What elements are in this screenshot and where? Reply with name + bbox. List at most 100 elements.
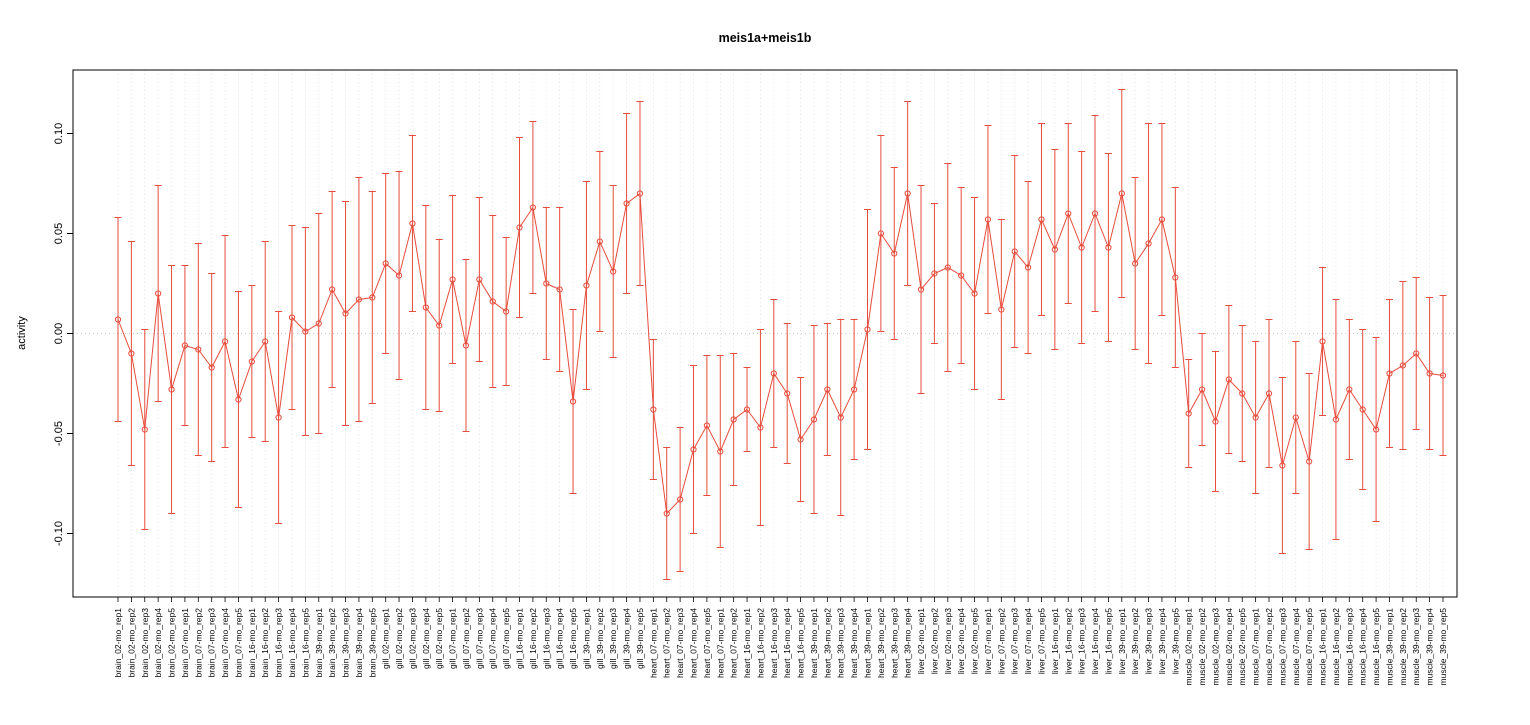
x-tick-label: brain_07-mo_rep3 — [207, 608, 217, 678]
data-point — [382, 260, 389, 267]
x-tick-label: gill_07-mo_rep5 — [501, 608, 511, 669]
x-tick-label: liver_39-mo_rep1 — [1117, 608, 1127, 674]
data-point — [1158, 216, 1166, 223]
y-tick-label: 0.00 — [53, 323, 65, 344]
data-point — [489, 298, 496, 305]
data-point — [556, 286, 563, 293]
data-point — [262, 338, 269, 345]
x-tick-label: gill_16-mo_rep5 — [568, 608, 578, 669]
x-tick-label: liver_39-mo_rep2 — [1130, 608, 1140, 674]
data-point — [1011, 248, 1018, 255]
x-tick-label: liver_07-mo_rep2 — [996, 608, 1006, 674]
data-point — [114, 316, 122, 323]
data-point — [998, 306, 1005, 313]
data-point — [436, 322, 443, 329]
data-point — [904, 190, 911, 197]
data-point — [877, 230, 884, 237]
x-tick-label: brain_07-mo_rep2 — [193, 608, 203, 678]
data-point — [422, 304, 429, 311]
data-point — [1292, 414, 1299, 421]
data-point — [1439, 372, 1447, 379]
x-tick-label: heart_07-mo_rep2 — [729, 608, 739, 678]
x-tick-label: muscle_39-mo_rep4 — [1425, 608, 1435, 686]
data-point — [610, 268, 617, 275]
x-tick-label: muscle_07-mo_rep2 — [1264, 608, 1274, 686]
x-tick-label: heart_16-mo_rep5 — [796, 608, 806, 678]
data-point — [569, 398, 577, 405]
x-tick-label: heart_39-mo_rep2 — [822, 608, 832, 678]
data-point — [329, 286, 336, 293]
data-point — [677, 496, 684, 503]
x-tick-label: gill_07-mo_rep3 — [474, 608, 484, 669]
data-point — [221, 338, 229, 345]
x-tick-label: muscle_39-mo_rep3 — [1411, 608, 1421, 686]
data-point — [717, 448, 724, 455]
data-point — [395, 272, 403, 279]
data-point — [1346, 386, 1353, 393]
x-tick-label: gill_07-mo_rep4 — [488, 608, 498, 669]
data-series — [114, 89, 1447, 580]
x-tick-label: liver_16-mo_rep3 — [1077, 608, 1087, 674]
y-tick-label: -0.05 — [53, 421, 65, 446]
x-tick-label: heart_39-mo_rep1 — [809, 608, 819, 678]
x-tick-label: muscle_07-mo_rep3 — [1277, 608, 1287, 686]
y-tick-label: -0.10 — [53, 521, 65, 546]
data-point — [1306, 458, 1313, 465]
data-point — [1105, 244, 1112, 251]
data-point — [155, 290, 162, 297]
data-point — [1212, 418, 1219, 425]
data-point — [583, 282, 590, 289]
data-point — [596, 238, 603, 245]
x-tick-label: heart_07-mo_rep5 — [702, 608, 712, 678]
x-tick-label: gill_39-mo_rep4 — [622, 608, 632, 669]
data-point — [369, 294, 376, 301]
x-tick-label: liver_39-mo_rep5 — [1170, 608, 1180, 674]
x-tick-label: liver_02-mo_rep2 — [929, 608, 939, 674]
data-point — [1065, 210, 1072, 217]
x-tick-label: heart_07-mo_rep4 — [689, 608, 699, 678]
x-tick-label: brain_16-mo_rep3 — [274, 608, 284, 678]
x-tick-label: brain_07-mo_rep1 — [180, 608, 190, 678]
x-tick-label: gill_16-mo_rep4 — [555, 608, 565, 669]
data-point — [1265, 390, 1273, 397]
data-point — [770, 370, 777, 377]
data-point — [543, 280, 550, 287]
data-point — [1279, 462, 1286, 469]
x-tick-label: gill_16-mo_rep2 — [528, 608, 538, 669]
data-point — [971, 290, 978, 297]
data-point — [1426, 370, 1433, 377]
data-point — [1132, 260, 1139, 267]
data-point — [1413, 350, 1420, 357]
x-tick-label: gill_02-mo_rep1 — [381, 608, 391, 669]
x-tick-label: muscle_02-mo_rep4 — [1224, 608, 1234, 686]
x-tick-label: heart_39-mo_rep1 — [862, 608, 872, 678]
x-tick-label: brain_16-mo_rep1 — [247, 608, 257, 678]
x-tick-label: muscle_16-mo_rep3 — [1344, 608, 1354, 686]
x-tick-label: liver_07-mo_rep3 — [1010, 608, 1020, 674]
x-tick-label: liver_16-mo_rep5 — [1103, 608, 1113, 674]
y-tick-label: 0.05 — [53, 223, 65, 244]
x-tick-label: brain_16-mo_rep2 — [260, 608, 270, 678]
data-point — [1319, 338, 1326, 345]
x-tick-label: brain_07-mo_rep4 — [220, 608, 230, 678]
data-point — [917, 286, 925, 293]
data-point — [784, 390, 791, 397]
x-tick-label: heart_07-mo_rep3 — [675, 608, 685, 678]
x-tick-label: brain_02-mo_rep4 — [153, 608, 163, 678]
data-point — [797, 436, 804, 443]
data-point — [195, 346, 202, 353]
x-tick-label: gill_16-mo_rep3 — [541, 608, 551, 669]
x-tick-label: brain_39-mo_rep3 — [341, 608, 351, 678]
data-point — [663, 510, 670, 517]
x-tick-label: heart_07-mo_rep1 — [715, 608, 725, 678]
x-tick-label: brain_02-mo_rep1 — [113, 608, 123, 678]
x-tick-label: liver_16-mo_rep2 — [1063, 608, 1073, 674]
x-tick-label: liver_02-mo_rep3 — [943, 608, 953, 674]
x-tick-label: gill_02-mo_rep2 — [394, 608, 404, 669]
x-tick-label: muscle_02-mo_rep2 — [1197, 608, 1207, 686]
data-point — [315, 320, 322, 327]
data-point — [1332, 416, 1340, 423]
data-point — [1078, 244, 1085, 251]
x-tick-label: heart_16-mo_rep2 — [755, 608, 765, 678]
